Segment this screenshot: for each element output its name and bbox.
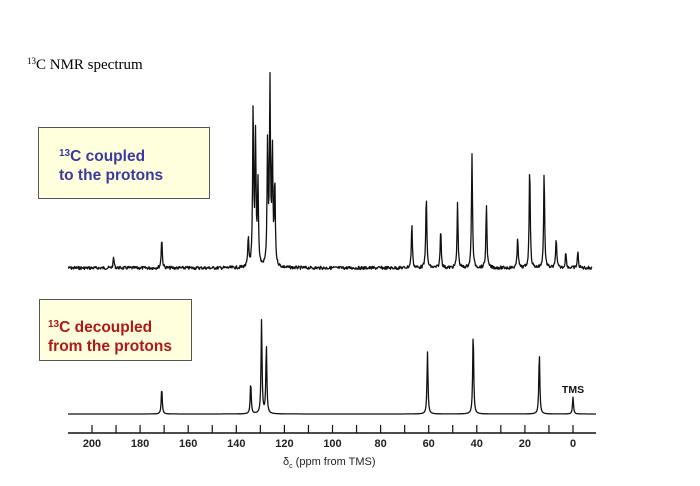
coupled-line2: to the protons [59,167,164,184]
x-axis-tick-label: 0 [570,438,576,450]
x-axis-tick-label: 60 [423,438,435,450]
x-axis-tick-label: 140 [227,438,245,450]
coupled-sup: 13 [59,148,71,159]
decoupled-line1: C decoupled [59,319,153,336]
x-axis-tick-label: 120 [275,438,293,450]
x-axis-tick-label: 100 [323,438,341,450]
x-axis-tick-label: 40 [471,438,483,450]
axis-title-text: (ppm from TMS) [292,456,376,468]
page-title: 13C NMR spectrum [27,56,143,74]
title-text: C NMR spectrum [36,57,143,73]
x-axis-tick-label: 200 [83,438,101,450]
x-axis-tick-label: 20 [519,438,531,450]
delta-subscript: c [289,463,293,471]
decoupled-spectrum-trace [67,318,597,415]
decoupled-sup: 13 [48,319,60,330]
delta-symbol: δ [283,456,290,468]
x-axis-title: δc (ppm from TMS) [283,456,376,470]
decoupled-line2: from the protons [48,338,172,355]
tms-label: TMS [562,384,584,396]
title-superscript: 13 [27,56,36,66]
coupled-line1: C coupled [70,148,146,165]
x-axis-tick-label: 80 [374,438,386,450]
coupled-spectrum-trace [67,72,593,271]
x-axis-tick-label: 160 [179,438,197,450]
coupled-label-box: 13C coupled to the protons [38,127,210,199]
decoupled-label-box: 13C decoupled from the protons [39,299,192,361]
x-axis-tick-label: 180 [131,438,149,450]
